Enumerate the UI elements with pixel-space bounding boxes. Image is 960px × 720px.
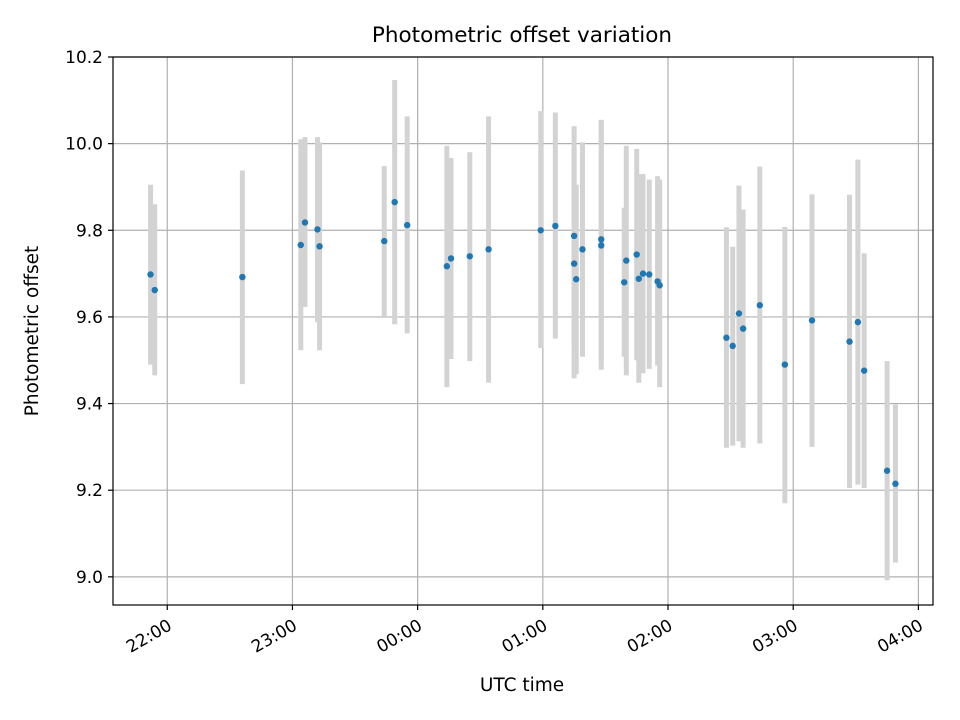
data-point <box>403 221 411 229</box>
data-point <box>316 243 323 250</box>
data-point <box>860 367 868 374</box>
y-tick-label: 9.6 <box>76 308 103 328</box>
data-point <box>808 317 816 324</box>
data-point <box>466 253 473 260</box>
data-point <box>639 270 647 277</box>
plot-frame <box>112 56 934 606</box>
y-axis-ticks: 9.0 9.2 9.4 9.6 9.8 10.0 10.2 <box>65 48 113 588</box>
chart-title: Photometric offset variation <box>372 23 672 48</box>
data-point <box>756 302 764 309</box>
x-axis-label: UTC time <box>480 675 564 696</box>
y-tick-label: 9.0 <box>76 568 103 588</box>
y-tick-label: 10.0 <box>65 135 103 155</box>
data-point <box>892 480 899 487</box>
data-point <box>147 271 154 278</box>
y-tick-label: 10.2 <box>65 48 103 68</box>
data-point <box>537 227 544 234</box>
data-point <box>391 198 398 206</box>
data-point <box>656 282 663 289</box>
data-point <box>301 219 309 226</box>
data-point <box>552 222 559 230</box>
data-point <box>381 237 388 245</box>
data-point <box>297 241 304 249</box>
data-point <box>620 279 628 286</box>
data-points <box>147 198 899 487</box>
y-axis-label: Photometric offset <box>22 246 43 417</box>
data-point <box>635 275 643 282</box>
data-point <box>598 242 605 249</box>
data-point <box>623 257 630 264</box>
data-point <box>485 246 492 253</box>
data-point <box>883 467 891 474</box>
y-tick-label: 9.2 <box>76 481 103 501</box>
data-point <box>239 273 246 281</box>
y-tick-label: 9.8 <box>76 221 103 241</box>
data-point <box>598 236 605 243</box>
data-point <box>633 251 640 258</box>
data-point <box>735 310 743 317</box>
data-point <box>570 232 578 240</box>
data-point <box>579 246 586 253</box>
data-point <box>739 325 747 332</box>
data-point <box>781 361 789 368</box>
y-tick-label: 9.4 <box>76 395 103 415</box>
data-point <box>723 334 730 341</box>
data-point <box>646 271 653 278</box>
data-point <box>573 276 580 283</box>
data-point <box>854 318 862 326</box>
data-point <box>570 260 578 267</box>
data-point <box>443 263 451 270</box>
data-point <box>447 255 455 262</box>
data-point <box>846 338 853 345</box>
data-point <box>314 226 321 233</box>
data-point <box>151 286 158 294</box>
data-point <box>729 342 736 350</box>
